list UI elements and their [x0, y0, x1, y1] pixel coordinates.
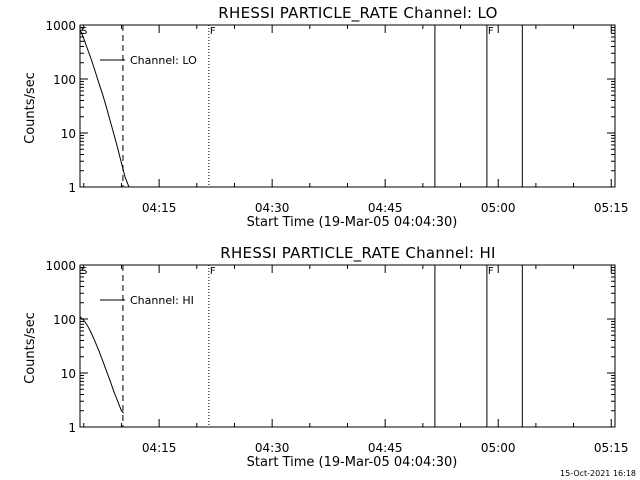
y-tick-label: 10 — [61, 127, 76, 141]
x-axis-label: Start Time (19-Mar-05 04:04:30) — [247, 455, 458, 470]
time-marker-label: F — [210, 26, 216, 37]
x-axis-label: Start Time (19-Mar-05 04:04:30) — [247, 215, 458, 230]
chart-title: RHESSI PARTICLE_RATE Channel: HI — [220, 244, 496, 263]
generation-timestamp: 15-Oct-2021 16:18 — [560, 469, 636, 478]
x-tick-label: 05:00 — [481, 201, 516, 215]
time-marker-label: F — [488, 266, 494, 277]
x-tick-label: 04:30 — [255, 201, 290, 215]
x-tick-label: 04:45 — [368, 201, 403, 215]
legend-entry: Channel: LO — [130, 54, 197, 67]
series-line — [80, 316, 125, 414]
y-axis-label: Counts/sec — [23, 72, 38, 144]
time-marker-label: S — [81, 26, 87, 37]
x-tick-label: 05:00 — [481, 441, 516, 455]
x-tick-label: 05:15 — [594, 201, 629, 215]
x-tick-label: 04:15 — [142, 201, 177, 215]
axes-frame — [79, 264, 616, 428]
x-tick-label: 05:15 — [594, 441, 629, 455]
legend-entry: Channel: HI — [130, 294, 194, 307]
time-marker-label: S — [81, 266, 87, 277]
x-tick-label: 04:30 — [255, 441, 290, 455]
y-tick-label: 1000 — [45, 259, 76, 273]
y-tick-label: 100 — [53, 313, 76, 327]
y-tick-label: 100 — [53, 73, 76, 87]
time-marker-label: F — [210, 266, 216, 277]
y-tick-label: 1000 — [45, 19, 76, 33]
x-tick-label: 04:15 — [142, 441, 177, 455]
y-axis-label: Counts/sec — [23, 312, 38, 384]
series-line — [80, 29, 130, 187]
lo-channel-panel: RHESSI PARTICLE_RATE Channel: LO Start T… — [23, 4, 629, 230]
axes-frame — [79, 24, 616, 188]
y-tick-label: 1 — [68, 421, 76, 435]
time-marker-label: F — [488, 26, 494, 37]
hi-channel-panel: RHESSI PARTICLE_RATE Channel: HI Start T… — [23, 244, 629, 470]
y-tick-label: 1 — [68, 181, 76, 195]
chart-title: RHESSI PARTICLE_RATE Channel: LO — [218, 4, 497, 23]
y-tick-label: 10 — [61, 367, 76, 381]
x-tick-label: 04:45 — [368, 441, 403, 455]
